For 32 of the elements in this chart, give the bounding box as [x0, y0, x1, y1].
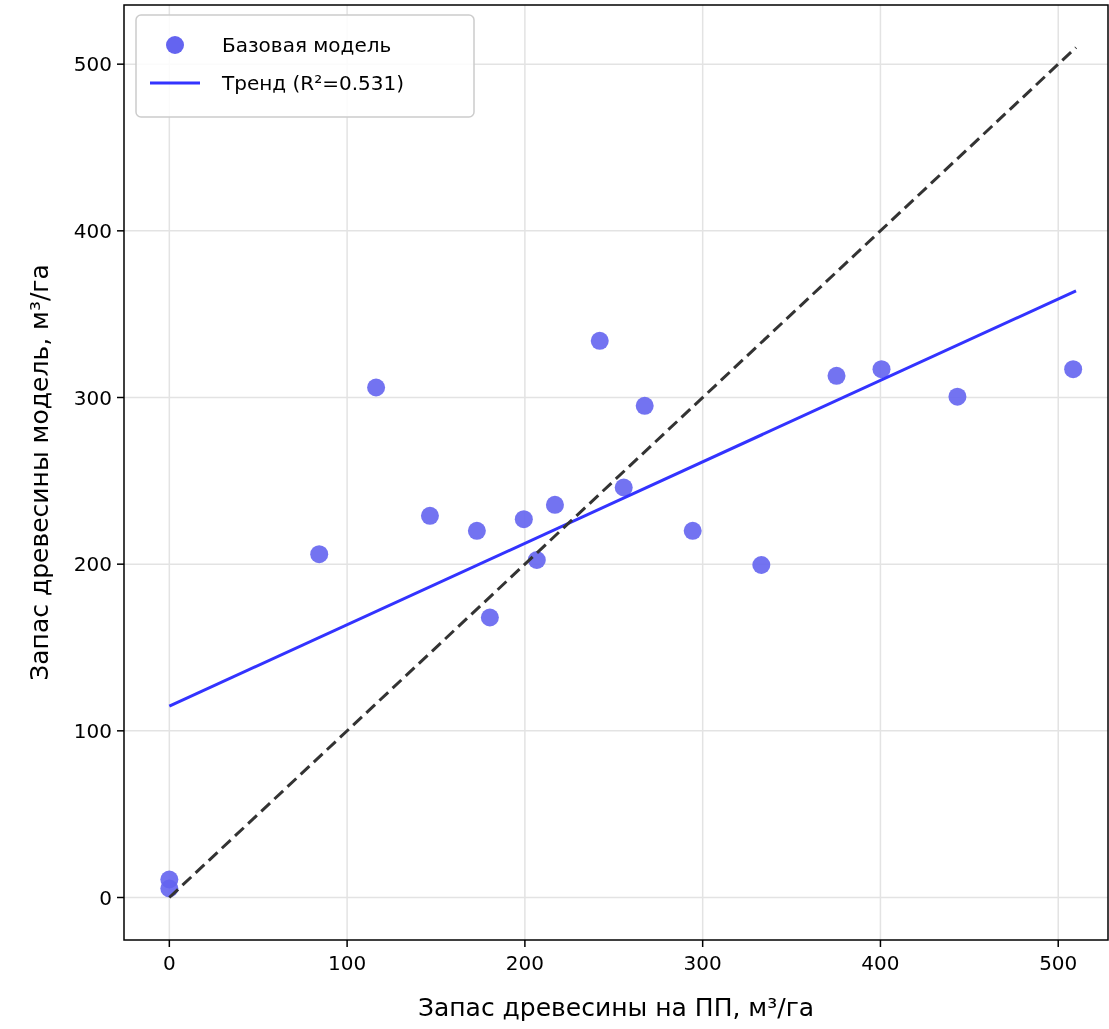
x-tick-label: 300 [683, 951, 722, 975]
point [635, 396, 654, 415]
point [514, 510, 533, 529]
point [683, 521, 702, 540]
point [367, 378, 386, 397]
legend-label: Тренд (R²=0.531) [221, 71, 405, 95]
x-tick-label: 400 [861, 951, 900, 975]
y-tick-label: 0 [99, 885, 112, 910]
y-tick-label: 100 [73, 718, 112, 743]
point [827, 366, 846, 385]
x-tick-label: 100 [328, 951, 367, 975]
point [1064, 360, 1083, 379]
y-tick-label: 300 [73, 385, 112, 410]
x-axis-title: Запас древесины на ПП, м³/га [417, 993, 815, 1022]
point [310, 545, 329, 564]
point [752, 556, 771, 574]
point [590, 331, 609, 350]
point [467, 521, 486, 540]
y-tick-label: 400 [73, 218, 112, 243]
point [420, 506, 439, 525]
y-axis-title: Запас древесины модель, м³/га [25, 264, 54, 681]
point [480, 608, 499, 627]
point [614, 478, 633, 497]
point [872, 360, 891, 379]
legend-label: Базовая модель [222, 33, 392, 57]
x-tick-label: 200 [505, 951, 544, 975]
x-tick-label: 0 [162, 951, 176, 975]
point [545, 495, 564, 514]
x-tick-label: 500 [1039, 951, 1078, 975]
y-tick-label: 500 [73, 52, 112, 77]
point [948, 387, 967, 406]
y-tick-label: 200 [73, 552, 112, 577]
